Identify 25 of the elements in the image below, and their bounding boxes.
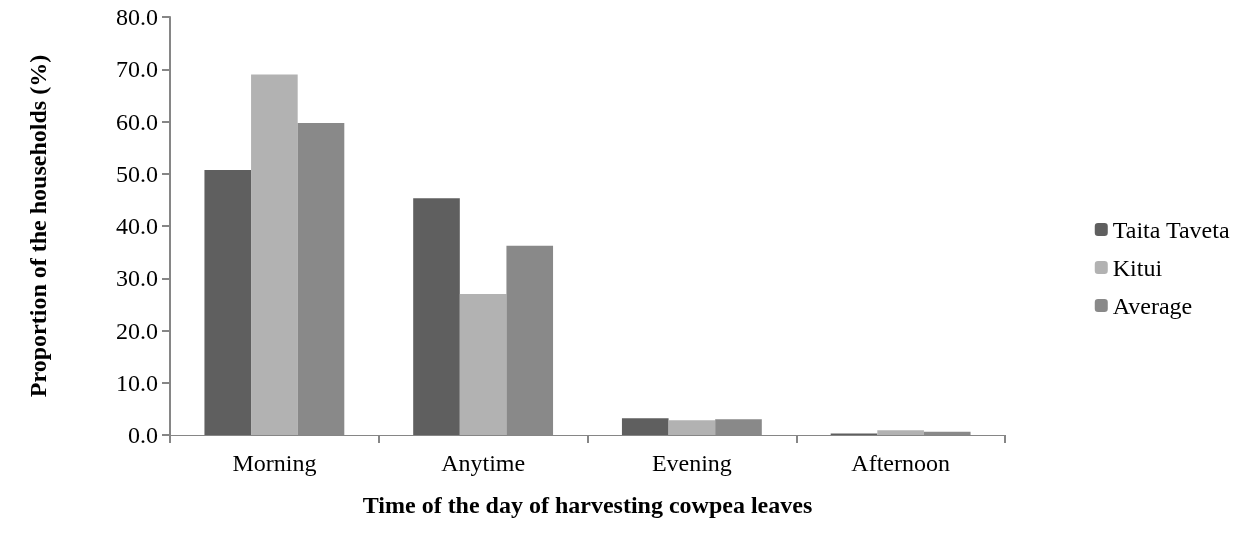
x-axis-title: Time of the day of harvesting cowpea leaves [362,492,813,518]
legend-label: Taita Taveta [1112,216,1230,243]
bar [413,198,460,435]
y-tick-label: 70.0 [116,56,158,83]
legend-label: Average [1112,292,1193,319]
bar [877,430,924,435]
y-tick-label: 50.0 [116,160,158,187]
y-tick-label: 60.0 [116,108,158,135]
y-tick-label: 0.0 [128,422,158,448]
y-tick-label: 30.0 [116,265,158,292]
y-tick-label: 80.0 [116,4,158,30]
y-axis-title: Proportion of the households (%) [25,54,51,398]
y-tick-label: 20.0 [116,317,158,344]
bar [204,170,252,435]
bar [459,293,507,435]
x-tick-label: Afternoon [851,450,950,476]
y-tick-label: 10.0 [116,369,158,396]
bar [621,418,669,435]
x-tick-label: Anytime [441,450,526,476]
bar [251,74,298,435]
bar [668,420,716,435]
legend-label: Kitui [1112,254,1163,281]
x-tick-label: Evening [651,450,732,476]
y-tick-label: 40.0 [116,213,158,239]
x-tick-label: Morning [232,450,317,476]
